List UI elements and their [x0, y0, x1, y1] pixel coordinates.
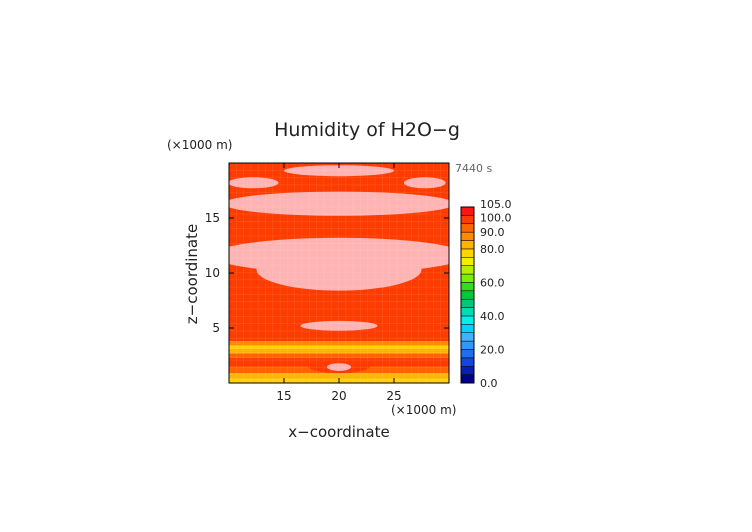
- cell-grid: [229, 163, 449, 383]
- y-tick-label: 5: [212, 321, 220, 335]
- colorbar-swatch: [460, 315, 475, 325]
- colorbar-swatch: [460, 240, 475, 250]
- colorbar-swatch: [460, 298, 475, 308]
- colorbar-swatch: [460, 273, 475, 283]
- colorbar-swatch: [460, 307, 475, 317]
- humidity-pocket: [300, 320, 378, 331]
- colorbar-swatch: [460, 374, 475, 384]
- x-unit-label: (×1000 m): [391, 403, 456, 417]
- humidity-band: [229, 348, 449, 354]
- heatmap-field: [229, 163, 449, 383]
- humidity-pocket: [229, 177, 279, 189]
- humidity-band: [229, 373, 449, 379]
- colorbar-swatch: [460, 257, 475, 266]
- colorbar-swatch: [460, 248, 475, 258]
- humidity-pocket: [326, 363, 352, 371]
- colorbar-swatch: [460, 282, 475, 292]
- axes: [229, 163, 449, 383]
- colorbar-tick-label: 60.0: [480, 276, 505, 289]
- colorbar-swatch: [460, 215, 475, 225]
- chart-title: Humidity of H2O−g: [274, 119, 460, 141]
- colorbar-frame: [460, 206, 475, 384]
- humidity-pocket: [403, 177, 446, 189]
- colorbar-swatch: [460, 290, 475, 300]
- y-tick-label: 10: [205, 266, 220, 280]
- plot-area: 15 20 25 5 10 15: [205, 162, 450, 403]
- humidity-pocket: [256, 248, 422, 291]
- humidity-band: [229, 353, 449, 358]
- colorbar-tick-label: 105.0: [480, 198, 512, 211]
- colorbar-swatch: [460, 349, 475, 359]
- x-tick-label: 20: [331, 389, 346, 403]
- colorbar-tick-label: 90.0: [480, 226, 505, 239]
- colorbar-swatch: [460, 265, 475, 275]
- x-tick-label: 15: [276, 389, 291, 403]
- colorbar-tick-label: 80.0: [480, 243, 505, 256]
- colorbar-tick-label: 40.0: [480, 310, 505, 323]
- y-unit-label: (×1000 m): [167, 138, 232, 152]
- colorbar-swatch: [460, 332, 475, 342]
- colorbar-tick-label: 100.0: [480, 211, 512, 224]
- colorbar-swatch: [460, 206, 475, 216]
- y-tick-label: 15: [205, 211, 220, 225]
- time-label: 7440 s: [455, 162, 492, 175]
- colorbar-tick-label: 0.0: [480, 377, 498, 390]
- colorbar-swatch: [460, 357, 475, 367]
- colorbar-swatch: [460, 223, 475, 233]
- x-tick-label: 25: [386, 389, 401, 403]
- humidity-band: [229, 341, 449, 346]
- x-axis-label: x−coordinate: [288, 423, 389, 441]
- colorbar-swatch: [460, 365, 475, 375]
- humidity-pocket: [284, 165, 394, 177]
- humidity-pocket: [229, 191, 449, 216]
- y-axis-label: z−coordinate: [183, 224, 201, 324]
- colorbar-swatch: [460, 324, 475, 333]
- humidity-band: [229, 345, 449, 349]
- colorbar-swatch: [460, 340, 475, 350]
- colorbar-tick-label: 20.0: [480, 343, 505, 356]
- colorbar-swatch: [460, 231, 475, 241]
